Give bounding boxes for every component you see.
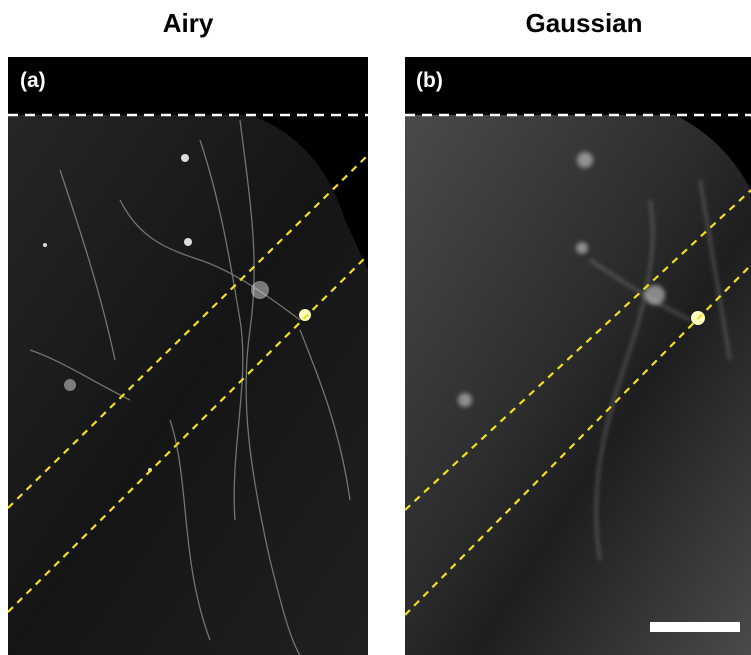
panel-b-image (405, 57, 751, 655)
page: Airy Gaussian (0, 0, 751, 655)
panel-title: Airy (163, 8, 214, 38)
panel-a-image (8, 57, 368, 655)
panel-label: (b) (416, 69, 443, 92)
panel-title: Gaussian (525, 8, 642, 38)
figure: Airy Gaussian (0, 0, 751, 655)
panel-label: (a) (20, 69, 46, 92)
